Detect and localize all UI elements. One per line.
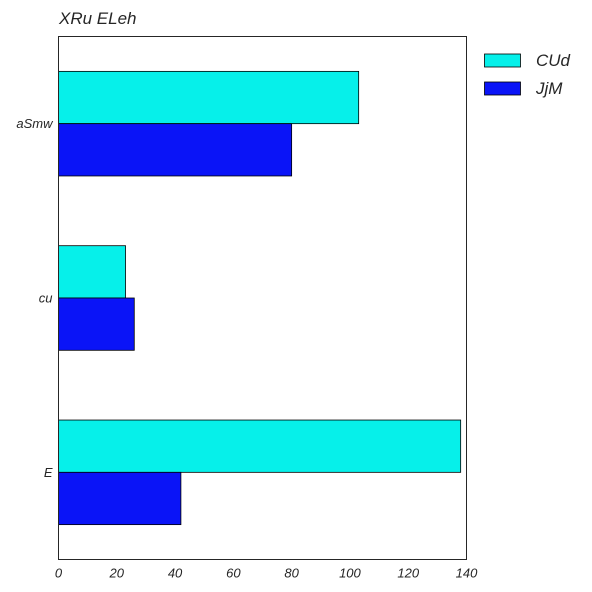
plot-frame — [58, 36, 467, 560]
legend-label: JjM — [535, 79, 563, 98]
x-tick-label: 100 — [339, 566, 361, 581]
x-tick-label: 40 — [168, 566, 183, 581]
legend-swatch — [484, 53, 521, 68]
bar-JjM-E — [58, 471, 182, 526]
y-tick-label: cu — [39, 291, 53, 306]
bar-JjM-aSmw — [58, 123, 293, 177]
y-axis-ticks: aSmw cu E — [16, 116, 54, 480]
bar-CUd-cu — [58, 245, 126, 299]
x-tick-label: 80 — [284, 566, 299, 581]
bars-group — [58, 70, 462, 526]
x-tick-label: 0 — [55, 566, 63, 581]
x-tick-label: 120 — [397, 566, 419, 581]
x-axis-ticks: 0 20 40 60 80 100 120 140 — [55, 566, 478, 581]
x-tick-label: 20 — [109, 566, 125, 581]
bar-JjM-cu — [58, 297, 135, 351]
x-tick-label: 60 — [226, 566, 241, 581]
legend-label: CUd — [536, 51, 571, 70]
legend-swatch — [484, 81, 521, 96]
chart-title: XRu ELeh — [59, 9, 137, 28]
y-tick-label: E — [44, 465, 53, 480]
legend: CUd JjM — [484, 51, 571, 98]
x-tick-label: 140 — [456, 566, 478, 581]
bar-CUd-E — [58, 419, 462, 473]
bar-CUd-aSmw — [58, 70, 360, 125]
y-tick-label: aSmw — [16, 116, 54, 131]
